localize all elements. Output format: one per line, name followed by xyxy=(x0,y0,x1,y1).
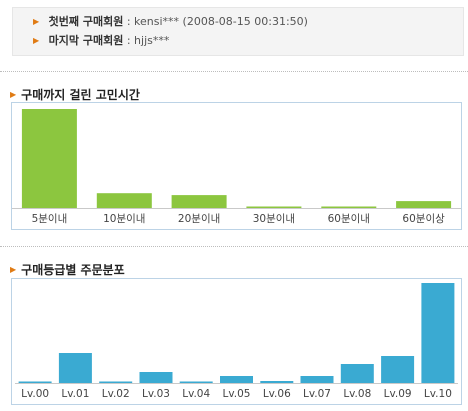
chart-tick-label: Lv.10 xyxy=(424,388,452,400)
grade-chart-title-text: 구매등급별 주문분포 xyxy=(21,263,125,277)
chart-tick-label: 60분이내 xyxy=(328,213,370,225)
bullet-arrow-icon: ▶ xyxy=(33,36,40,45)
first-buyer-value: kensi*** (2008-08-15 00:31:50) xyxy=(134,15,308,28)
chart-tick-label: Lv.03 xyxy=(142,388,170,400)
grade-chart-box: Lv.00 Lv.01 Lv.02 Lv.03 Lv.04 Lv.05 Lv.06 Lv.07… xyxy=(11,278,462,405)
chart-bar xyxy=(96,193,152,208)
chart-tick-label: Lv.01 xyxy=(61,388,89,400)
chart-tick-label: Lv.02 xyxy=(102,388,130,400)
chart-tick-label: Lv.08 xyxy=(343,388,371,400)
chart-tick-label: Lv.04 xyxy=(182,388,210,400)
chart-tick-label: 60분이상 xyxy=(402,213,445,225)
first-buyer-separator: : xyxy=(126,15,131,28)
chart-bar xyxy=(139,372,173,383)
chart-bar xyxy=(396,201,452,208)
chart-bar xyxy=(260,381,294,383)
grade-chart-title: ▶ 구매등급별 주문분포 xyxy=(10,261,125,278)
chart-tick-label: Lv.07 xyxy=(303,388,331,400)
first-buyer-label: 첫번째 구매회원 xyxy=(48,15,124,28)
last-buyer-value: hjjs*** xyxy=(134,34,170,47)
title-arrow-icon: ▶ xyxy=(10,265,17,274)
chart-tick-label: Lv.06 xyxy=(263,388,291,400)
chart-tick-label: Lv.09 xyxy=(384,388,412,400)
last-buyer-label: 마지막 구매회원 xyxy=(48,34,124,47)
title-arrow-icon: ▶ xyxy=(10,90,17,99)
chart-bar xyxy=(179,381,213,383)
chart-tick-label: Lv.05 xyxy=(223,388,251,400)
last-buyer-separator: : xyxy=(126,34,131,47)
last-buyer-row: ▶ 마지막 구매회원 : hjjs*** xyxy=(33,33,169,49)
chart-bar xyxy=(246,206,302,208)
chart-bar xyxy=(171,195,227,208)
chart-tick-label: 5분이내 xyxy=(32,213,68,225)
section-divider xyxy=(0,246,468,248)
chart-bar xyxy=(99,381,133,383)
grade-chart: Lv.00 Lv.01 Lv.02 Lv.03 Lv.04 Lv.05 Lv.06 Lv.07… xyxy=(15,283,458,400)
chart-tick-label: 30분이내 xyxy=(253,213,295,225)
buyer-info-box: ▶ 첫번째 구매회원 : kensi*** (2008-08-15 00:31:… xyxy=(12,7,464,56)
chart-tick-label: Lv.00 xyxy=(21,388,49,400)
chart-bar xyxy=(321,206,377,208)
chart-bar xyxy=(300,376,334,383)
chart-tick-label: 10분이내 xyxy=(103,213,145,225)
first-buyer-row: ▶ 첫번째 구매회원 : kensi*** (2008-08-15 00:31:… xyxy=(33,14,308,30)
chart-bar xyxy=(421,283,455,383)
chart-bar xyxy=(381,356,415,383)
chart-bar xyxy=(340,364,374,383)
time-chart-box: 5분이내 10분이내 20분이내 30분이내 60분이내 60분이상 xyxy=(11,102,462,230)
chart-bar xyxy=(58,353,92,383)
chart-bar xyxy=(21,109,77,208)
chart-bar xyxy=(220,376,253,383)
chart-bar xyxy=(18,381,52,383)
time-chart: 5분이내 10분이내 20분이내 30분이내 60분이내 60분이상 xyxy=(12,109,461,225)
time-chart-title-text: 구매까지 걸린 고민시간 xyxy=(21,88,140,102)
time-chart-title: ▶ 구매까지 걸린 고민시간 xyxy=(10,86,140,103)
chart-tick-label: 20분이내 xyxy=(178,213,220,225)
bullet-arrow-icon: ▶ xyxy=(33,17,40,26)
section-divider xyxy=(0,71,468,73)
